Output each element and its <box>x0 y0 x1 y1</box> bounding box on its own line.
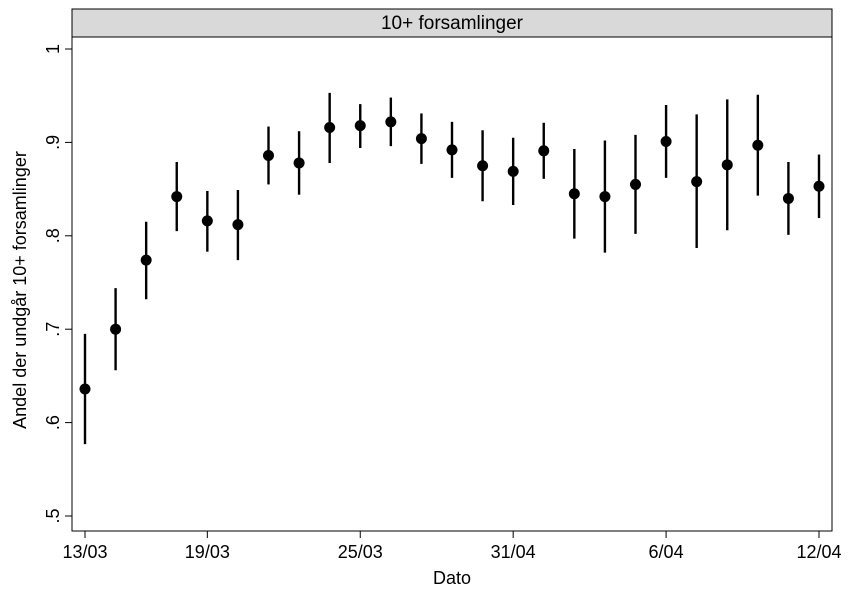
x-tick-label: 6/04 <box>649 542 684 562</box>
plot-frame <box>71 36 833 532</box>
y-tick-label: 1 <box>43 44 63 54</box>
data-point <box>630 178 641 190</box>
data-point <box>568 188 580 200</box>
data-point <box>232 219 244 231</box>
y-axis-title: Andel der undgår 10+ forsamlinger <box>10 151 30 429</box>
data-point <box>813 180 825 192</box>
data-point <box>324 121 336 133</box>
x-axis-title: Dato <box>433 568 471 588</box>
data-point <box>538 145 550 157</box>
data-point <box>385 116 397 128</box>
y-axis: .5 .6 .7 .8 .9 1 <box>43 44 72 524</box>
x-tick-label: 13/03 <box>62 542 107 562</box>
data-point <box>354 120 366 132</box>
panel-header <box>71 8 833 38</box>
x-tick-label: 31/04 <box>491 542 536 562</box>
y-tick-label: .7 <box>43 322 63 337</box>
data-point <box>507 165 519 177</box>
y-tick-label: .6 <box>43 415 63 430</box>
data-point <box>171 191 183 203</box>
x-axis: 13/03 19/03 25/03 31/04 6/04 12/04 <box>62 531 842 562</box>
data-point <box>140 254 152 266</box>
data-point <box>691 176 703 188</box>
data-point <box>721 159 733 171</box>
data-point <box>415 133 427 145</box>
data-point <box>477 160 489 172</box>
data-point <box>201 215 213 227</box>
y-tick-label: .9 <box>43 135 63 150</box>
x-tick-label: 12/04 <box>796 542 841 562</box>
y-tick-label: .8 <box>43 228 63 243</box>
data-point <box>110 323 122 335</box>
data-point <box>782 192 794 204</box>
data-point <box>79 383 91 395</box>
data-marks <box>79 92 825 445</box>
x-tick-label: 19/03 <box>185 542 230 562</box>
data-point <box>599 191 611 203</box>
y-tick-label: .5 <box>43 508 63 523</box>
data-point <box>660 135 672 147</box>
data-point <box>446 144 458 156</box>
data-point <box>263 149 274 161</box>
data-point <box>752 139 764 151</box>
data-point <box>293 157 305 169</box>
x-tick-label: 25/03 <box>338 542 383 562</box>
panel-title: 10+ forsamlinger <box>381 13 524 34</box>
